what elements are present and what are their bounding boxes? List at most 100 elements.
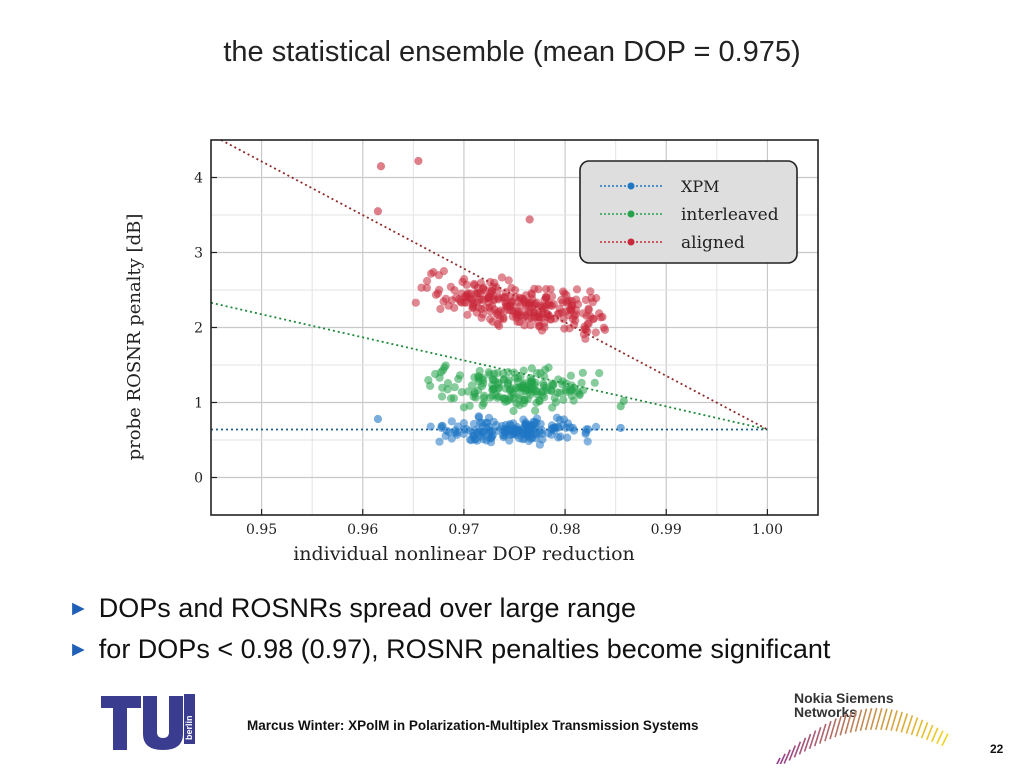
data-point-aligned — [427, 269, 436, 278]
y-tick-label: 3 — [194, 246, 203, 262]
wave-stroke — [931, 727, 939, 743]
bullet-text: for DOPs < 0.98 (0.97), ROSNR penalties … — [98, 634, 831, 664]
data-point-interleaved — [531, 378, 540, 387]
wave-stroke — [915, 719, 924, 737]
data-point-aligned — [539, 305, 548, 314]
data-point-interleaved — [455, 371, 465, 380]
data-point-interleaved — [499, 394, 508, 403]
data-point-aligned — [494, 295, 503, 304]
data-point-interleaved — [577, 378, 586, 387]
data-point-interleaved — [436, 368, 445, 377]
data-point-aligned — [490, 305, 499, 314]
wave-stroke — [793, 741, 802, 758]
data-point-interleaved — [527, 364, 536, 373]
data-point-interleaved — [446, 394, 456, 403]
fit-line-interleaved — [210, 301, 768, 431]
wave-stroke — [854, 709, 863, 732]
footer-text: Marcus Winter: XPolM in Polarization-Mul… — [247, 718, 699, 733]
data-point-interleaved — [491, 391, 500, 400]
wave-stroke — [885, 709, 893, 731]
data-point-xpm — [583, 437, 592, 446]
data-point-aligned — [423, 276, 432, 286]
data-point-aligned — [458, 277, 467, 287]
data-point-aligned — [499, 313, 508, 322]
fit-line-aligned — [220, 139, 768, 431]
nsn-logo-line2: Networks — [794, 704, 857, 720]
legend-marker-xpm — [627, 182, 635, 190]
wave-stroke — [869, 707, 878, 731]
data-point-aligned — [561, 307, 570, 316]
data-point-interleaved — [519, 366, 528, 375]
data-point-interleaved — [443, 379, 453, 388]
data-point-xpm — [554, 423, 563, 432]
data-point-aligned — [540, 323, 549, 332]
wave-stroke — [783, 749, 791, 764]
nsn-logo-line1: Nokia Siemens — [794, 690, 894, 706]
data-point-aligned — [525, 215, 534, 224]
y-tick-label: 2 — [194, 321, 203, 337]
bullet-item: ► for DOPs < 0.98 (0.97), ROSNR penalties… — [68, 629, 830, 670]
nokia-siemens-networks-logo: Nokia Siemens Networks — [776, 690, 949, 764]
wave-stroke — [779, 753, 786, 764]
data-point-aligned — [520, 321, 529, 330]
wave-stroke — [808, 730, 817, 749]
legend-label-interleaved: interleaved — [681, 205, 779, 225]
data-point-aligned — [511, 286, 520, 295]
data-point-xpm — [442, 426, 451, 435]
data-point-interleaved — [512, 383, 521, 392]
data-point-interleaved — [548, 403, 557, 412]
legend-marker-aligned — [627, 238, 635, 246]
data-point-aligned — [486, 277, 495, 287]
x-tick-label: 0.97 — [448, 522, 479, 538]
wave-stroke — [905, 715, 914, 734]
y-tick-label: 1 — [194, 396, 203, 412]
data-point-aligned — [373, 207, 383, 216]
wave-stroke — [819, 723, 827, 744]
wave-stroke — [925, 724, 934, 741]
data-point-aligned — [526, 321, 535, 330]
data-point-aligned — [417, 283, 426, 292]
data-point-aligned — [588, 298, 597, 307]
data-point-aligned — [527, 303, 536, 312]
x-tick-label: 0.99 — [651, 522, 682, 538]
data-point-xpm — [469, 428, 478, 437]
data-point-aligned — [598, 312, 607, 322]
data-point-aligned — [550, 314, 560, 323]
data-point-xpm — [462, 424, 471, 434]
data-point-interleaved — [579, 386, 588, 395]
data-point-aligned — [558, 298, 567, 307]
data-point-aligned — [586, 287, 595, 296]
data-point-interleaved — [474, 386, 483, 395]
wave-stroke — [798, 737, 807, 755]
data-point-xpm — [426, 422, 435, 431]
data-point-interleaved — [459, 403, 468, 412]
data-point-interleaved — [570, 383, 579, 392]
data-point-aligned — [414, 156, 423, 166]
data-point-interleaved — [511, 373, 520, 382]
wave-stroke — [839, 713, 847, 736]
data-point-interleaved — [590, 378, 599, 387]
wave-stroke — [900, 713, 909, 733]
data-point-interleaved — [480, 391, 489, 400]
data-point-aligned — [599, 323, 608, 332]
data-point-aligned — [488, 317, 497, 326]
data-point-aligned — [542, 285, 551, 294]
data-point-interleaved — [559, 395, 568, 404]
bullet-item: ► DOPs and ROSNRs spread over large range — [68, 588, 830, 629]
data-point-interleaved — [536, 369, 545, 378]
data-point-xpm — [547, 424, 557, 433]
legend-label-aligned: aligned — [681, 233, 745, 253]
plot-frame — [210, 139, 819, 516]
wave-stroke — [875, 707, 883, 730]
x-tick-label: 0.98 — [549, 522, 580, 538]
data-point-xpm — [501, 428, 510, 437]
data-point-xpm — [555, 415, 564, 424]
wave-stroke — [776, 757, 781, 764]
data-point-aligned — [504, 276, 513, 285]
data-point-aligned — [568, 314, 577, 323]
wave-stroke — [829, 718, 837, 740]
data-point-xpm — [538, 435, 547, 444]
y-axis-label: probe ROSNR penalty [dB] — [124, 214, 145, 461]
data-point-xpm — [435, 437, 444, 446]
data-point-aligned — [579, 330, 588, 339]
